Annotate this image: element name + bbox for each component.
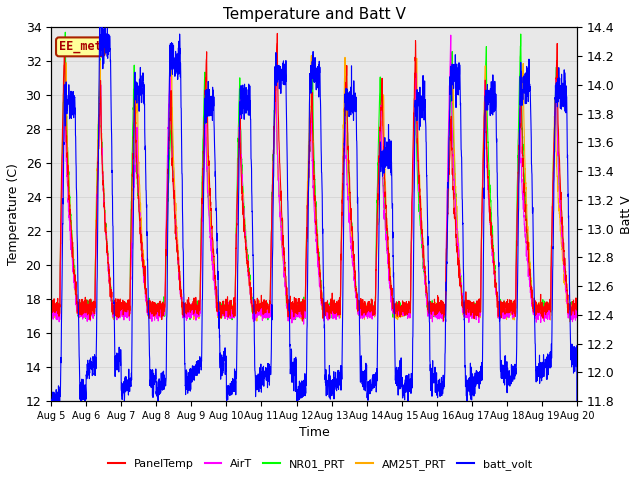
Title: Temperature and Batt V: Temperature and Batt V <box>223 7 406 22</box>
X-axis label: Time: Time <box>299 426 330 440</box>
Y-axis label: Temperature (C): Temperature (C) <box>7 163 20 265</box>
Y-axis label: Batt V: Batt V <box>620 195 633 234</box>
Legend: PanelTemp, AirT, NR01_PRT, AM25T_PRT, batt_volt: PanelTemp, AirT, NR01_PRT, AM25T_PRT, ba… <box>104 455 536 474</box>
Text: EE_met: EE_met <box>59 40 102 53</box>
